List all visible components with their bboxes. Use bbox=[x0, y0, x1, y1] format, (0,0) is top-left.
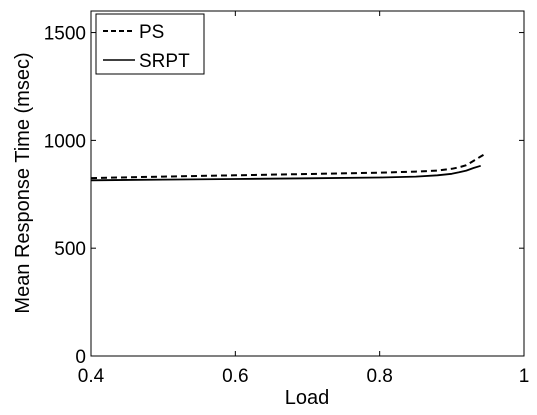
y-axis-title: Mean Response Time (msec) bbox=[12, 52, 34, 313]
y-tick-label: 1000 bbox=[44, 131, 86, 152]
y-tick-label: 500 bbox=[54, 239, 86, 260]
series-line-srpt bbox=[90, 164, 481, 182]
x-tick-label: 0.6 bbox=[222, 366, 248, 387]
y-tick-label: 0 bbox=[75, 347, 86, 368]
x-tick-label: 0.4 bbox=[78, 366, 105, 387]
y-tick-label: 1500 bbox=[44, 24, 86, 45]
x-tick-label: 1 bbox=[519, 366, 530, 387]
legend-srpt-label: SRPT bbox=[139, 51, 190, 72]
legend-ps-label: PS bbox=[139, 22, 164, 43]
series-group bbox=[90, 153, 485, 182]
x-axis-title: Load bbox=[285, 387, 330, 409]
plot-frame bbox=[90, 10, 525, 357]
legend-box bbox=[95, 13, 205, 75]
ticks-group: 0.4 0.6 0.8 1 0 500 1000 1500 bbox=[44, 11, 530, 387]
series-line-ps bbox=[90, 153, 485, 180]
legend: PS SRPT bbox=[95, 13, 205, 75]
x-tick-label: 0.8 bbox=[366, 366, 392, 387]
